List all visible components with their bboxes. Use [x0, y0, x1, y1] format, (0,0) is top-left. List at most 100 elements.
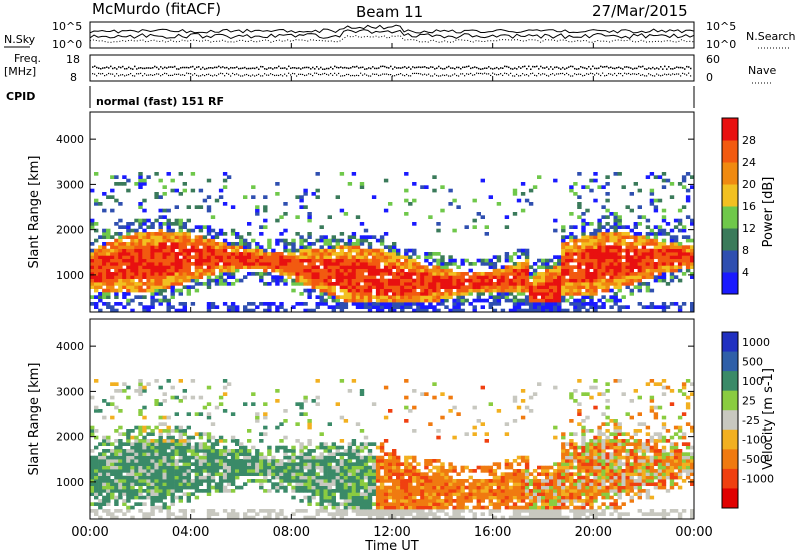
power-cell	[134, 228, 139, 233]
power-cell	[456, 285, 461, 289]
power-cell	[239, 245, 244, 249]
velocity-cell	[214, 465, 220, 470]
velocity-cell	[134, 455, 139, 460]
velocity-cell	[158, 495, 163, 500]
velocity-cell	[412, 475, 417, 480]
power-cell	[303, 272, 308, 276]
freq-sample	[116, 68, 118, 70]
velocity-cell	[363, 475, 369, 480]
freq-sample	[416, 66, 418, 69]
velocity-cell	[396, 505, 401, 510]
velocity-cell	[166, 429, 171, 433]
velocity-cell	[142, 435, 147, 440]
nave-sample	[430, 75, 432, 77]
power-cell	[303, 192, 308, 196]
nave-sample	[288, 72, 290, 74]
velocity-cell	[355, 455, 361, 460]
velocity-cell	[102, 489, 107, 493]
velocity-cell	[158, 442, 163, 446]
power-cell	[605, 252, 610, 256]
velocity-cell	[400, 462, 405, 466]
power-cell	[597, 218, 602, 223]
power-cell	[130, 222, 135, 226]
nave-sample	[526, 73, 528, 76]
power-cell	[388, 272, 393, 276]
velocity-cell	[355, 465, 361, 470]
power-cell	[516, 268, 522, 273]
power-cell	[142, 228, 147, 233]
velocity-cell	[271, 485, 276, 490]
velocity-cell	[404, 465, 409, 470]
power-cell	[625, 265, 630, 269]
freq-sample	[366, 68, 368, 70]
velocity-cell	[150, 465, 155, 470]
velocity-cell	[283, 475, 288, 480]
power-cell	[102, 248, 107, 253]
power-cell	[295, 232, 300, 236]
power-cell	[162, 232, 167, 236]
power-cell	[549, 308, 554, 313]
power-cell	[202, 225, 208, 229]
nave-sample	[354, 75, 356, 77]
power-cell	[601, 225, 606, 229]
velocity-cell	[383, 469, 389, 473]
power-cell	[528, 282, 534, 286]
power-cell	[210, 235, 216, 239]
velocity-cell	[230, 472, 236, 476]
power-cell	[617, 262, 622, 266]
nave-sample	[268, 74, 270, 76]
power-cell	[335, 265, 340, 269]
velocity-cell	[154, 462, 159, 466]
power-cell	[110, 282, 115, 286]
power-cell	[214, 275, 220, 279]
velocity-cell	[174, 445, 179, 450]
power-cell	[641, 242, 647, 246]
power-cell	[561, 268, 566, 273]
velocity-cell	[166, 512, 171, 516]
power-cell	[661, 305, 667, 309]
velocity-cell	[351, 505, 357, 510]
power-cell	[488, 258, 493, 263]
velocity-cell	[130, 492, 135, 496]
power-cell	[343, 302, 349, 306]
freq-sample	[406, 67, 408, 69]
power-cell	[625, 258, 630, 263]
power-cell	[690, 218, 695, 223]
power-cell	[134, 275, 139, 279]
power-cell	[400, 255, 405, 259]
power-cell	[178, 258, 183, 263]
velocity-cell	[162, 429, 167, 433]
power-cell	[339, 172, 345, 176]
velocity-cell	[110, 469, 115, 473]
power-cell	[275, 218, 280, 223]
power-cell	[222, 302, 228, 306]
power-cell	[641, 255, 647, 259]
power-cell	[593, 238, 598, 243]
velocity-cell	[283, 489, 288, 493]
power-cell	[673, 218, 679, 223]
velocity-cell	[400, 472, 405, 476]
power-cell	[142, 252, 147, 256]
power-cell	[460, 295, 465, 299]
power-cell	[118, 258, 123, 263]
freq-unit: [MHz]	[4, 65, 36, 78]
velocity-cell	[102, 462, 107, 466]
power-cell	[146, 278, 151, 283]
power-cell	[585, 302, 590, 306]
power-cell	[685, 172, 691, 176]
velocity-cell	[138, 389, 143, 393]
power-cell	[150, 292, 155, 296]
velocity-cell	[235, 455, 240, 460]
velocity-cell	[210, 422, 216, 426]
power-cell	[126, 252, 131, 256]
velocity-cell	[347, 449, 353, 453]
nave-sample	[352, 74, 354, 77]
power-cell	[524, 298, 530, 303]
velocity-cell	[243, 472, 248, 476]
velocity-cell	[114, 449, 119, 453]
noise-trace	[89, 34, 695, 44]
power-cell	[532, 305, 538, 309]
power-cell	[468, 275, 473, 279]
power-cell	[287, 248, 292, 253]
velocity-cell	[408, 495, 413, 500]
